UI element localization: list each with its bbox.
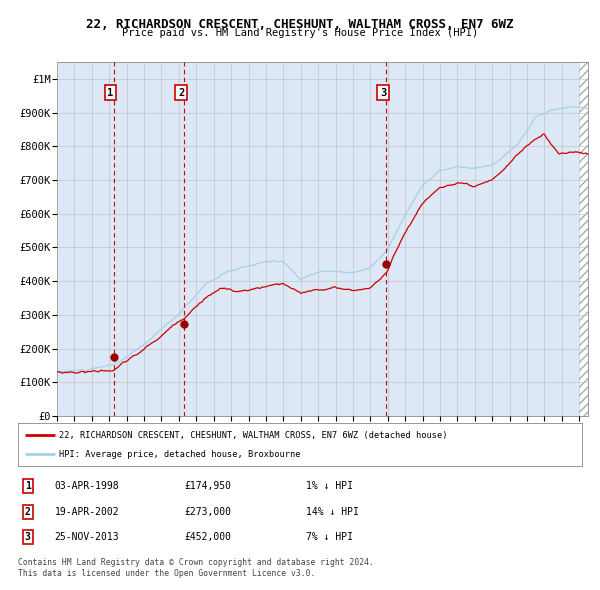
Text: Price paid vs. HM Land Registry's House Price Index (HPI): Price paid vs. HM Land Registry's House … <box>122 28 478 38</box>
Text: 1: 1 <box>107 88 114 98</box>
Text: £174,950: £174,950 <box>184 481 232 491</box>
Text: 03-APR-1998: 03-APR-1998 <box>55 481 119 491</box>
Text: 1: 1 <box>25 481 31 491</box>
Text: 25-NOV-2013: 25-NOV-2013 <box>55 532 119 542</box>
Text: HPI: Average price, detached house, Broxbourne: HPI: Average price, detached house, Brox… <box>59 450 300 458</box>
Text: £452,000: £452,000 <box>184 532 232 542</box>
Text: 2: 2 <box>25 507 31 517</box>
Text: 22, RICHARDSON CRESCENT, CHESHUNT, WALTHAM CROSS, EN7 6WZ (detached house): 22, RICHARDSON CRESCENT, CHESHUNT, WALTH… <box>59 431 447 440</box>
Text: 7% ↓ HPI: 7% ↓ HPI <box>305 532 353 542</box>
Text: 3: 3 <box>25 532 31 542</box>
Text: 14% ↓ HPI: 14% ↓ HPI <box>305 507 359 517</box>
Text: 3: 3 <box>380 88 386 98</box>
Text: This data is licensed under the Open Government Licence v3.0.: This data is licensed under the Open Gov… <box>18 569 316 578</box>
Text: 1% ↓ HPI: 1% ↓ HPI <box>305 481 353 491</box>
Text: £273,000: £273,000 <box>184 507 232 517</box>
Text: 22, RICHARDSON CRESCENT, CHESHUNT, WALTHAM CROSS, EN7 6WZ: 22, RICHARDSON CRESCENT, CHESHUNT, WALTH… <box>86 18 514 31</box>
Text: 19-APR-2002: 19-APR-2002 <box>55 507 119 517</box>
Bar <box>579 62 588 416</box>
Text: Contains HM Land Registry data © Crown copyright and database right 2024.: Contains HM Land Registry data © Crown c… <box>18 558 374 566</box>
Text: 2: 2 <box>178 88 184 98</box>
